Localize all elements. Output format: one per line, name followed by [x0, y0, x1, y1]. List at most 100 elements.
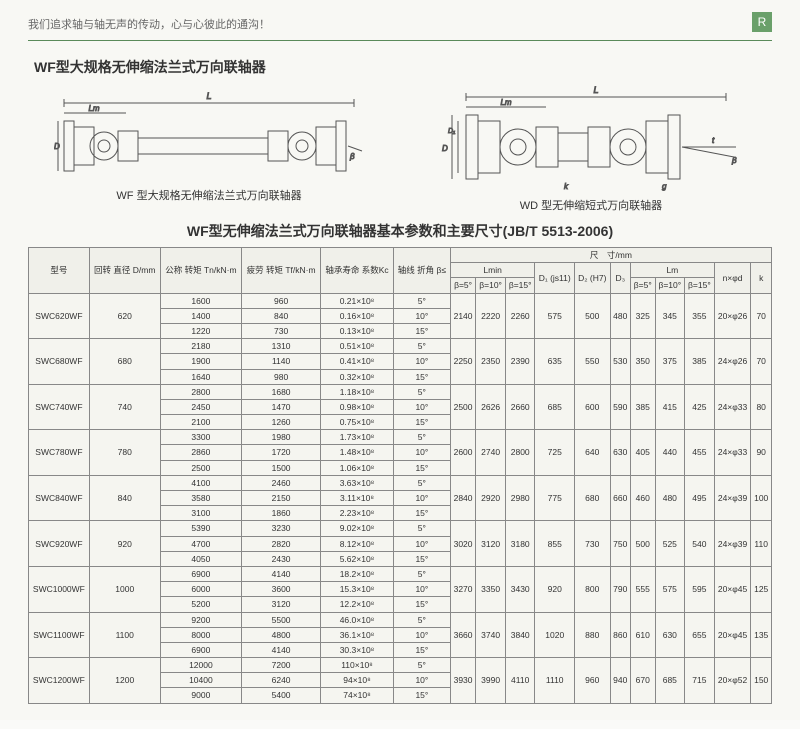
cell-Tf: 1860 — [242, 506, 321, 521]
cell-Tn: 1600 — [160, 293, 241, 308]
cell-Tf: 1720 — [242, 445, 321, 460]
cell-beta: 5° — [393, 612, 450, 627]
cell-L10: 3740 — [476, 612, 506, 658]
th-Lm: Lm — [631, 263, 715, 278]
cell-beta: 10° — [393, 399, 450, 414]
cell-D3: 790 — [610, 566, 630, 612]
cell-Lm5: 610 — [631, 612, 656, 658]
cell-Kc: 9.02×10⁸ — [321, 521, 394, 536]
cell-L15: 3430 — [505, 566, 535, 612]
cell-Kc: 0.13×10⁸ — [321, 323, 394, 338]
svg-text:β: β — [349, 152, 355, 161]
cell-Tn: 2500 — [160, 460, 241, 475]
cell-L5: 2840 — [450, 475, 476, 521]
svg-text:k: k — [564, 182, 569, 191]
cell-beta: 15° — [393, 369, 450, 384]
cell-L15: 2800 — [505, 430, 535, 476]
cell-Tf: 2150 — [242, 491, 321, 506]
cell-Tf: 4140 — [242, 566, 321, 581]
cell-k: 125 — [751, 566, 772, 612]
cell-model: SWC1200WF — [29, 658, 90, 704]
cell-beta: 15° — [393, 597, 450, 612]
cell-Kc: 1.06×10⁸ — [321, 460, 394, 475]
cell-nphi: 20×φ52 — [714, 658, 751, 704]
cell-Lm5: 405 — [631, 430, 656, 476]
cell-Tf: 4800 — [242, 627, 321, 642]
cell-Tf: 6240 — [242, 673, 321, 688]
cell-beta: 5° — [393, 430, 450, 445]
cell-model: SWC840WF — [29, 475, 90, 521]
cell-Tf: 4140 — [242, 642, 321, 657]
svg-text:β: β — [731, 156, 737, 165]
cell-Tn: 4700 — [160, 536, 241, 551]
cell-D: 620 — [89, 293, 160, 339]
cell-D: 840 — [89, 475, 160, 521]
cell-beta: 15° — [393, 415, 450, 430]
cell-D2: 680 — [574, 475, 610, 521]
th-Lm-b10: β=10° — [655, 278, 685, 293]
cell-Tf: 1140 — [242, 354, 321, 369]
cell-beta: 10° — [393, 582, 450, 597]
cell-D: 780 — [89, 430, 160, 476]
cell-k: 110 — [751, 521, 772, 567]
cell-Tn: 12000 — [160, 658, 241, 673]
cell-Kc: 74×10⁸ — [321, 688, 394, 703]
cell-D1: 575 — [535, 293, 574, 339]
cell-Lm10: 375 — [655, 339, 685, 385]
cell-Tf: 3600 — [242, 582, 321, 597]
cell-nphi: 24×φ39 — [714, 475, 751, 521]
cell-Lm15: 425 — [685, 384, 715, 430]
cell-L15: 3180 — [505, 521, 535, 567]
cell-beta: 5° — [393, 566, 450, 581]
svg-text:Lm: Lm — [500, 98, 511, 107]
cell-D2: 600 — [574, 384, 610, 430]
svg-text:g: g — [662, 182, 667, 191]
cell-L5: 3660 — [450, 612, 476, 658]
th-D: 回转 直径 D/mm — [89, 248, 160, 294]
cell-D3: 860 — [610, 612, 630, 658]
cell-D1: 1020 — [535, 612, 574, 658]
cell-D1: 855 — [535, 521, 574, 567]
cell-Tn: 5200 — [160, 597, 241, 612]
cell-model: SWC1000WF — [29, 566, 90, 612]
cell-L10: 2626 — [476, 384, 506, 430]
svg-text:D₁: D₁ — [448, 128, 456, 135]
cell-Kc: 12.2×10⁸ — [321, 597, 394, 612]
tagline-text: 我们追求轴与轴无声的传动，心与心彼此的通沟！ — [28, 19, 270, 31]
cell-Tf: 1260 — [242, 415, 321, 430]
cell-model: SWC1100WF — [29, 612, 90, 658]
cell-beta: 15° — [393, 551, 450, 566]
th-model: 型号 — [29, 248, 90, 294]
cell-Tf: 1310 — [242, 339, 321, 354]
cell-Lm15: 355 — [685, 293, 715, 339]
th-dims: 尺 寸/mm — [450, 248, 771, 263]
cell-D3: 630 — [610, 430, 630, 476]
cell-Tf: 3120 — [242, 597, 321, 612]
cell-k: 70 — [751, 293, 772, 339]
cell-k: 80 — [751, 384, 772, 430]
cell-nphi: 24×φ33 — [714, 384, 751, 430]
cell-Lm10: 685 — [655, 658, 685, 704]
cell-beta: 10° — [393, 354, 450, 369]
cell-Lm5: 555 — [631, 566, 656, 612]
th-Lmin: Lmin — [450, 263, 535, 278]
cell-Tn: 2800 — [160, 384, 241, 399]
cell-Lm5: 350 — [631, 339, 656, 385]
cell-Tn: 9000 — [160, 688, 241, 703]
cell-D: 1000 — [89, 566, 160, 612]
cell-Lm5: 460 — [631, 475, 656, 521]
cell-k: 150 — [751, 658, 772, 704]
cell-Kc: 15.3×10⁸ — [321, 582, 394, 597]
cell-Lm10: 440 — [655, 430, 685, 476]
cell-L15: 2980 — [505, 475, 535, 521]
cell-Tn: 3580 — [160, 491, 241, 506]
cell-Lm5: 385 — [631, 384, 656, 430]
cell-Kc: 30.3×10⁸ — [321, 642, 394, 657]
cell-D2: 960 — [574, 658, 610, 704]
cell-Lm10: 630 — [655, 612, 685, 658]
cell-Tn: 4100 — [160, 475, 241, 490]
table-row: SWC780WF780330019801.73×10⁸5°26002740280… — [29, 430, 772, 445]
cell-k: 135 — [751, 612, 772, 658]
cell-beta: 15° — [393, 323, 450, 338]
th-k: k — [751, 263, 772, 293]
